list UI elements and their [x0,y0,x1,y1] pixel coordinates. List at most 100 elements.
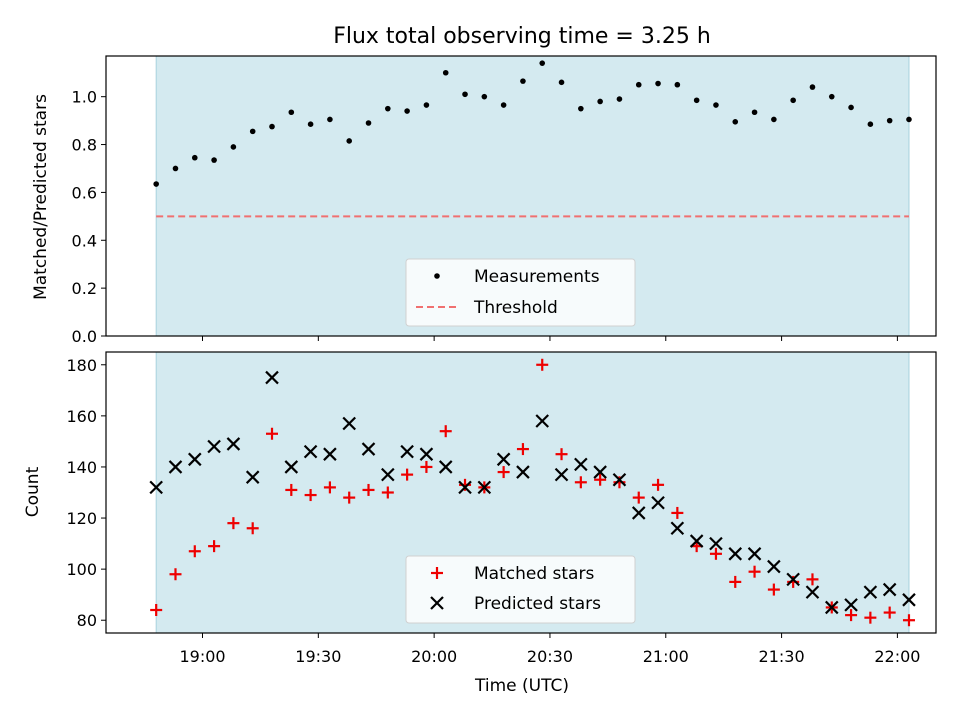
measurement-point [442,69,449,76]
measurement-point [886,117,893,124]
predicted-x-b [651,495,665,510]
matched-star-point [304,489,317,502]
predicted-x-b [400,444,414,459]
matched-star-point [767,583,780,596]
matched-star-point [323,481,336,494]
predicted-star-point [709,536,723,551]
top-x-ticks [202,336,898,341]
matched-star-point [748,565,761,578]
predicted-x-b [593,465,607,479]
predicted-star-point [786,572,800,587]
bottom-y-ticks: 80 100 120 140 160 180 [66,356,106,630]
matched-star-point [497,466,510,479]
measurement-point [520,78,526,84]
predicted-x-b [342,416,356,431]
bottom-x-tick-label: 19:00 [179,647,225,666]
predicted-x-b [728,547,743,561]
measurement-point [597,98,603,105]
predicted-x-b [284,460,299,474]
matched-star-point [362,483,375,496]
predicted-x-b [323,447,337,461]
predicted-x-b [516,465,530,479]
measurement-point [828,93,835,100]
bottom-x-ticks: 19:00 19:30 20:00 20:30 21:00 21:30 22:00 [179,633,920,666]
predicted-x-b [419,447,434,461]
predicted-x-b [438,460,453,474]
top-y-tick-label: 0.4 [72,231,97,250]
predicted-x-b [245,470,260,484]
measurement-point [848,104,854,111]
measurement-point [288,109,295,116]
top-axes-frame [105,55,937,337]
measurement-point [172,165,179,172]
predicted-star-point [670,521,685,536]
predicted-star-point [631,506,646,520]
legend-predicted-marker [430,596,444,610]
predicted-x-b [631,506,646,520]
predicted-x-b [805,585,820,599]
predicted-star-point [188,452,202,467]
matched-star-point [594,473,607,486]
legend-matched-marker [431,567,443,579]
predicted-star-point [805,585,820,599]
matched-star-point [632,491,645,504]
bottom-y-tick-label: 80 [77,611,97,630]
predicted-star-point [400,444,414,459]
matched-star-point [227,517,240,530]
measurement-point [249,128,256,135]
predicted-star-point [207,439,221,454]
predicted-star-point [651,495,665,510]
predicted-x-b [844,598,858,612]
predicted-x-b [381,467,395,482]
matched-star-point [439,425,452,438]
matched-star-point [381,486,394,499]
bottom-y-axis-label: Count [23,466,43,517]
legend-matched-label: Matched stars [474,564,594,584]
predicted-x-b [265,370,279,385]
predicted-star-point [747,547,762,561]
legend-measurements-marker [434,273,440,279]
predicted-x-b [361,442,376,456]
predicted-star-point [728,547,743,561]
matched-star-point [574,476,587,489]
predicted-x-b [902,593,916,607]
matched-star-point [709,547,722,560]
matched-star-point [285,483,298,496]
matched-star-point [246,522,259,535]
predicted-star-point [438,460,453,474]
predicted-x-b [882,582,897,597]
predicted-star-point [689,534,704,548]
measurement-point [385,105,391,112]
bottom-y-tick-label: 120 [66,509,97,528]
measurement-point [809,84,816,90]
predicted-x-b [670,521,685,536]
bottom-x-tick-label: 19:30 [295,647,341,666]
predicted-x-b [207,439,221,454]
measurement-point [693,97,700,104]
top-y-tick-label: 0.2 [72,279,97,298]
measurement-point [423,102,430,108]
predicted-x-b [458,480,472,495]
matched-star-point [266,427,278,440]
chart-title: Flux total observing time = 3.25 h [333,24,711,49]
predicted-x-b [863,585,878,599]
bottom-x-tick-label: 21:00 [643,647,689,666]
matched-star-point [729,575,742,588]
predicted-star-point [284,460,299,474]
predicted-star-point [902,593,916,607]
predicted-star-point [863,585,878,599]
predicted-star-point [516,465,530,479]
predicted-x-b [612,472,627,487]
predicted-x-b [554,467,569,482]
measurement-point [191,154,198,161]
measurement-point [211,157,217,163]
bottom-legend-box [405,555,636,624]
predicted-x-b [303,444,318,459]
measurement-point [558,79,565,86]
matched-star-point [883,606,896,619]
predicted-star-point [844,598,858,612]
measurement-point [230,144,237,150]
predicted-star-point [767,559,781,574]
predicted-stars-points [149,370,916,615]
